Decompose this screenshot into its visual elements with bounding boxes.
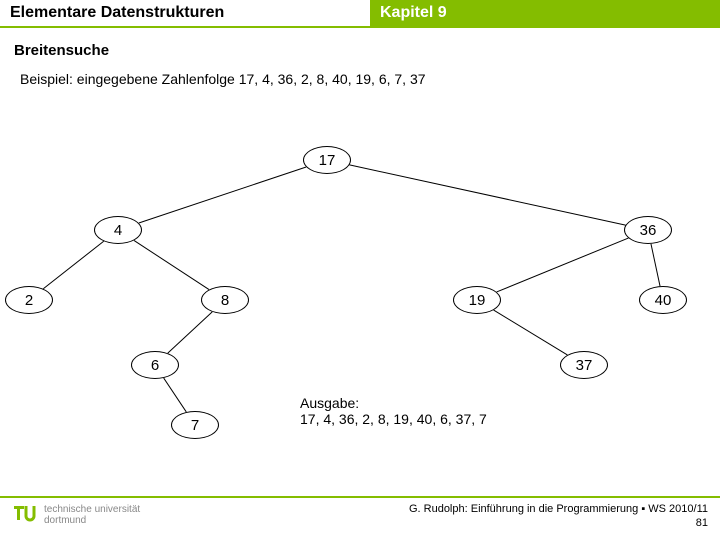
tree-node-8: 8: [201, 286, 249, 314]
footer-logo-line2: dortmund: [44, 515, 140, 526]
output-sequence: 17, 4, 36, 2, 8, 19, 40, 6, 37, 7: [300, 411, 487, 427]
tree-edge: [349, 165, 625, 225]
output-label: Ausgabe:: [300, 395, 487, 411]
tree-node-4: 4: [94, 216, 142, 244]
tree-edge: [497, 238, 629, 292]
tree-edge: [139, 167, 306, 223]
footer-credit: G. Rudolph: Einführung in die Programmie…: [409, 502, 708, 531]
header-left-title: Elementare Datenstrukturen: [0, 0, 370, 28]
tree-edge: [164, 378, 187, 412]
footer-page-number: 81: [409, 516, 708, 530]
tu-logo-icon: [12, 502, 38, 528]
tree-node-37: 37: [560, 351, 608, 379]
tree-edge: [43, 241, 103, 289]
slide-header: Elementare Datenstrukturen Kapitel 9: [0, 0, 720, 28]
tree-node-40: 40: [639, 286, 687, 314]
tree-edge: [651, 244, 660, 286]
tree-edge: [134, 240, 209, 289]
tree-node-7: 7: [171, 411, 219, 439]
section-subtitle: Breitensuche: [0, 28, 720, 59]
footer-logo-text: technische universität dortmund: [44, 504, 140, 526]
footer-logo: technische universität dortmund: [12, 502, 140, 528]
tree-node-17: 17: [303, 146, 351, 174]
example-text: Beispiel: eingegebene Zahlenfolge 17, 4,…: [0, 59, 720, 87]
output-block: Ausgabe: 17, 4, 36, 2, 8, 19, 40, 6, 37,…: [300, 395, 487, 427]
slide-footer: technische universität dortmund G. Rudol…: [0, 496, 720, 540]
footer-credit-text: G. Rudolph: Einführung in die Programmie…: [409, 502, 708, 516]
footer-divider: [0, 496, 720, 498]
tree-edge: [168, 312, 212, 353]
tree-node-2: 2: [5, 286, 53, 314]
tree-node-6: 6: [131, 351, 179, 379]
tree-node-36: 36: [624, 216, 672, 244]
tree-diagram: 17 4 36 2 8 19 40 6 37 7 Ausgabe: 17, 4, 36, 2, 8…: [0, 140, 720, 440]
tree-node-19: 19: [453, 286, 501, 314]
footer-logo-line1: technische universität: [44, 504, 140, 515]
header-right-title: Kapitel 9: [370, 0, 720, 28]
tree-edge: [494, 310, 568, 355]
